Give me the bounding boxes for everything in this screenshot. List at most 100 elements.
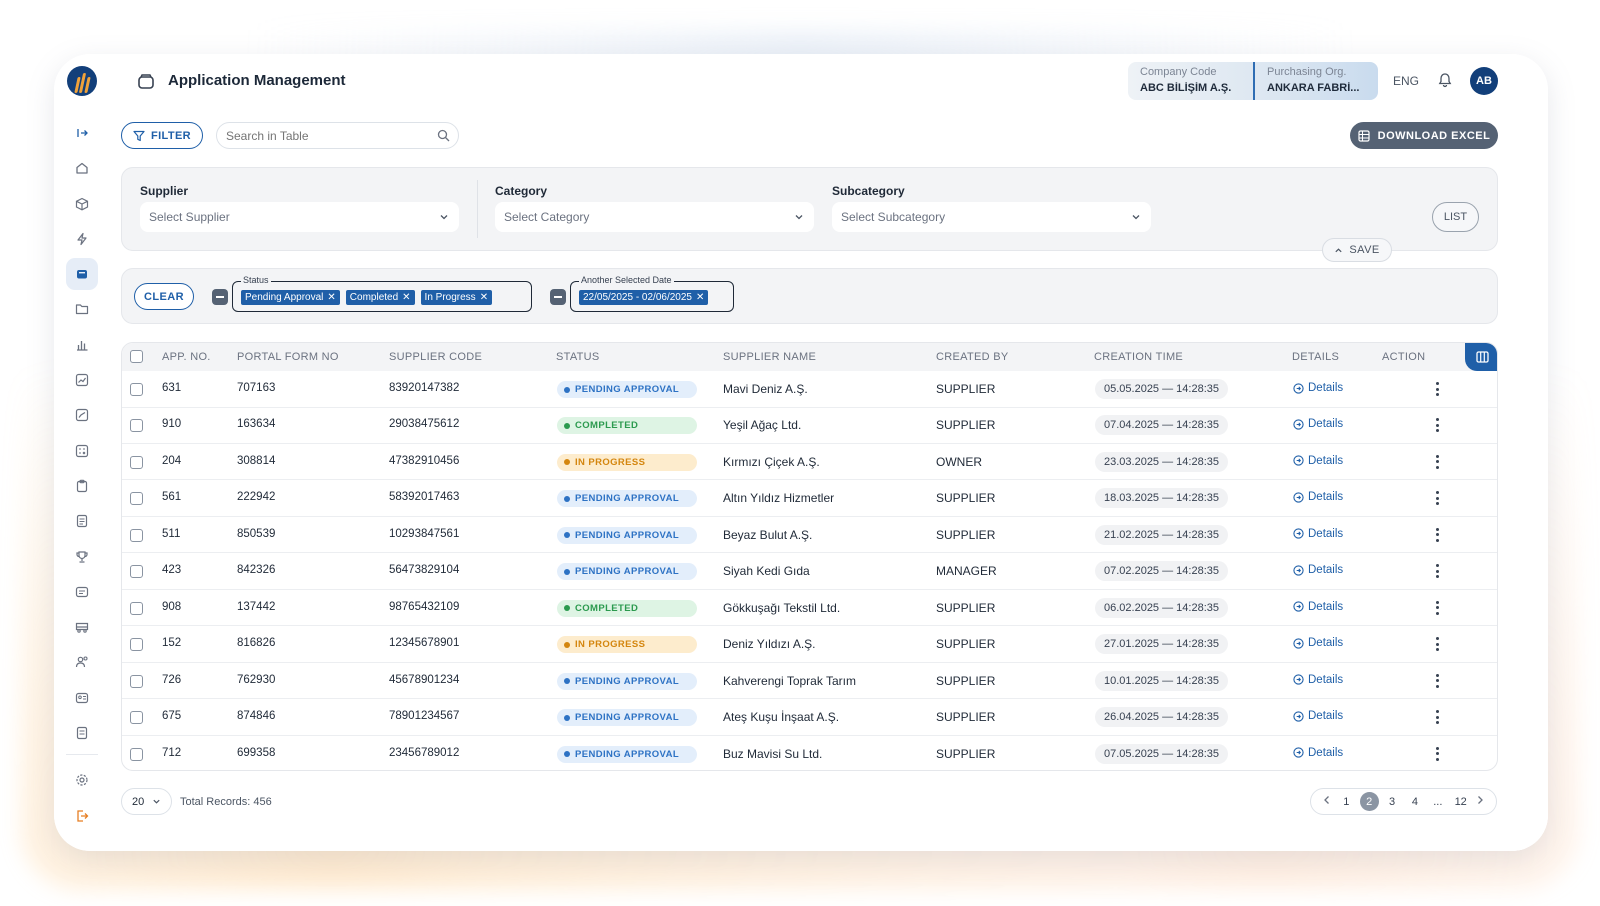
sidebar-item-users[interactable] [66, 646, 98, 678]
sidebar-item-calculator[interactable] [66, 435, 98, 467]
row-checkbox[interactable] [130, 601, 143, 615]
search-icon[interactable] [437, 129, 450, 142]
column-settings-button[interactable] [1465, 343, 1497, 371]
close-icon[interactable]: ✕ [479, 292, 489, 303]
row-actions-menu-icon[interactable] [1435, 491, 1439, 506]
details-link[interactable]: Details [1293, 491, 1343, 503]
sidebar-item-clipboard[interactable] [66, 470, 98, 502]
row-checkbox[interactable] [130, 419, 143, 433]
sidebar-item-logout[interactable] [66, 800, 98, 832]
row-checkbox[interactable] [130, 747, 143, 761]
company-code[interactable]: Company Code ABC BİLİŞİM A.Ş. [1128, 62, 1253, 100]
table-row[interactable]: 910 163634 29038475612 COMPLETED Yeşil Ağaç … [122, 407, 1497, 444]
row-actions-menu-icon[interactable] [1435, 637, 1439, 652]
details-link[interactable]: Details [1293, 674, 1343, 686]
language-switcher[interactable]: ENG [1393, 74, 1420, 88]
table-row[interactable]: 675 874846 78901234567 PENDING APPROVAL Ateş… [122, 699, 1497, 736]
table-row[interactable]: 204 308814 47382910456 IN PROGRESS Kırmızı Ç… [122, 444, 1497, 481]
column-header[interactable]: SUPPLIER CODE [389, 351, 483, 363]
page-button[interactable]: 4 [1411, 795, 1418, 808]
page-button[interactable]: 1 [1343, 795, 1350, 808]
prev-page-icon[interactable] [1321, 794, 1333, 809]
remove-status-filter-button[interactable] [212, 289, 228, 305]
table-row[interactable]: 152 816826 12345678901 IN PROGRESS Deniz Yıl… [122, 626, 1497, 663]
sidebar-item-cube[interactable] [66, 188, 98, 220]
row-checkbox[interactable] [130, 638, 143, 652]
row-checkbox[interactable] [130, 528, 143, 542]
company-logo-icon[interactable] [67, 66, 97, 96]
avatar[interactable]: AB [1470, 67, 1498, 95]
details-link[interactable]: Details [1293, 455, 1343, 467]
next-page-icon[interactable] [1474, 794, 1486, 809]
details-link[interactable]: Details [1293, 710, 1343, 722]
close-icon[interactable]: ✕ [695, 292, 705, 303]
details-link[interactable]: Details [1293, 747, 1343, 759]
select-all-checkbox[interactable] [130, 350, 143, 363]
table-row[interactable]: 712 699358 23456789012 PENDING APPROVAL Buz … [122, 736, 1497, 771]
row-checkbox[interactable] [130, 383, 143, 396]
page-button[interactable]: 2 [1359, 792, 1379, 811]
row-actions-menu-icon[interactable] [1435, 710, 1439, 725]
list-button[interactable]: LIST [1432, 202, 1479, 232]
sidebar-item-home[interactable] [66, 152, 98, 184]
sidebar-item-truck[interactable] [66, 611, 98, 643]
filter-button[interactable]: FILTER [121, 122, 203, 149]
row-checkbox[interactable] [130, 455, 143, 469]
category-select[interactable]: Select Category [495, 202, 814, 232]
supplier-select[interactable]: Select Supplier [140, 202, 459, 232]
column-header[interactable]: PORTAL FORM NO [237, 351, 339, 363]
column-header[interactable]: SUPPLIER NAME [723, 351, 817, 363]
row-checkbox[interactable] [130, 674, 143, 688]
details-link[interactable]: Details [1293, 601, 1343, 613]
column-header[interactable]: CREATION TIME [1094, 351, 1184, 363]
table-row[interactable]: 423 842326 56473829104 PENDING APPROVAL Siya… [122, 553, 1497, 590]
subcategory-select[interactable]: Select Subcategory [832, 202, 1151, 232]
remove-date-filter-button[interactable] [550, 289, 566, 305]
row-actions-menu-icon[interactable] [1435, 673, 1439, 688]
status-chip[interactable]: Pending Approval ✕ [241, 290, 340, 305]
row-checkbox[interactable] [130, 565, 143, 579]
row-actions-menu-icon[interactable] [1435, 527, 1439, 542]
row-checkbox[interactable] [130, 711, 143, 725]
sidebar-item-trophy[interactable] [66, 541, 98, 573]
status-chip[interactable]: Completed ✕ [345, 290, 415, 305]
sidebar-item-id-card[interactable] [66, 682, 98, 714]
column-header[interactable]: DETAILS [1292, 351, 1340, 363]
sidebar-item-invoice[interactable] [66, 717, 98, 749]
sidebar-item-document[interactable] [66, 505, 98, 537]
column-header[interactable]: STATUS [556, 351, 600, 363]
close-icon[interactable]: ✕ [402, 292, 411, 303]
row-actions-menu-icon[interactable] [1435, 600, 1439, 615]
row-actions-menu-icon[interactable] [1435, 746, 1439, 761]
table-row[interactable]: 908 137442 98765432109 COMPLETED Gökkuşağı T… [122, 590, 1497, 627]
table-row[interactable]: 561 222942 58392017463 PENDING APPROVAL Altı… [122, 480, 1497, 517]
page-button[interactable]: 3 [1389, 795, 1396, 808]
row-actions-menu-icon[interactable] [1435, 382, 1439, 396]
page-size-select[interactable]: 20 [121, 788, 172, 815]
sidebar-item-inbox[interactable] [66, 258, 98, 291]
row-actions-menu-icon[interactable] [1435, 564, 1439, 579]
sidebar-item-settings[interactable] [66, 764, 98, 796]
details-link[interactable]: Details [1293, 637, 1343, 649]
page-button[interactable]: 12 [1454, 795, 1467, 808]
row-checkbox[interactable] [130, 492, 143, 506]
clear-button[interactable]: CLEAR [134, 283, 194, 310]
sidebar-item-card[interactable] [66, 576, 98, 608]
row-actions-menu-icon[interactable] [1435, 454, 1439, 469]
details-link[interactable]: Details [1293, 418, 1343, 430]
sidebar-item-folder[interactable] [66, 293, 98, 325]
table-row[interactable]: 726 762930 45678901234 PENDING APPROVAL Kahv… [122, 663, 1497, 700]
details-link[interactable]: Details [1293, 382, 1343, 394]
bell-icon[interactable] [1437, 72, 1453, 88]
date-chip[interactable]: 22/05/2025 - 02/06/2025 ✕ [579, 290, 709, 305]
sidebar-item-trend[interactable] [66, 364, 98, 396]
sidebar-item-report[interactable] [66, 399, 98, 431]
column-header[interactable]: ACTION [1382, 351, 1426, 363]
details-link[interactable]: Details [1293, 528, 1343, 540]
save-button[interactable]: SAVE [1322, 238, 1392, 262]
close-icon[interactable]: ✕ [327, 292, 336, 303]
sidebar-item-expand[interactable] [66, 117, 98, 149]
organization-selector[interactable]: Company Code ABC BİLİŞİM A.Ş. Purchasing… [1128, 62, 1378, 100]
column-header[interactable]: APP. NO. [162, 351, 211, 363]
purchasing-org[interactable]: Purchasing Org. ANKARA FABRİ... [1253, 62, 1378, 100]
